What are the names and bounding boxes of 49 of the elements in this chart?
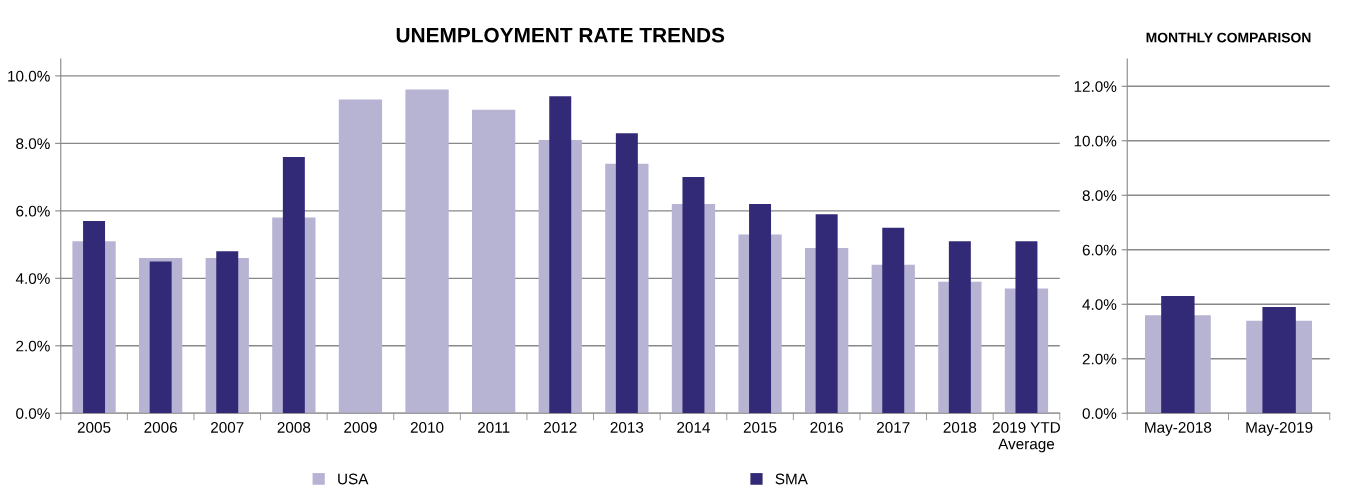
legend-label: SMA	[775, 473, 808, 485]
x-tick-label: 2015	[743, 422, 777, 433]
x-tick-label: 2010	[410, 422, 444, 433]
bar	[405, 89, 449, 414]
x-tick-label: 2005	[77, 422, 111, 433]
x-tick-label: 2007	[211, 422, 244, 433]
x-tick-label: 2012	[544, 422, 577, 433]
bar	[149, 261, 172, 414]
bar	[682, 177, 705, 414]
legend-label: USA	[338, 473, 369, 485]
chart-title: MONTHLY COMPARISON	[1146, 32, 1311, 43]
bar	[615, 133, 638, 414]
y-tick-label: 12.0%	[1074, 81, 1117, 92]
x-tick-label: 2018	[943, 422, 977, 433]
y-tick-label: 10.0%	[1074, 135, 1117, 147]
x-tick-label: 2006	[144, 422, 177, 433]
y-tick-label: 10.0%	[8, 70, 50, 82]
y-tick-label: 6.0%	[1082, 244, 1117, 256]
y-tick-label: 4.0%	[15, 273, 50, 285]
x-tick-label: 2019 YTD Average	[992, 422, 1060, 453]
y-tick-label: 2.0%	[1082, 353, 1117, 365]
x-tick-label: May-2019	[1246, 422, 1313, 436]
x-tick-label: May-2018	[1145, 422, 1212, 436]
y-tick-label: 8.0%	[16, 138, 50, 150]
y-tick-label: 0.0%	[16, 408, 50, 419]
y-tick-label: 8.0%	[1082, 190, 1117, 201]
bar	[338, 99, 383, 414]
x-tick-label: 2008	[277, 422, 311, 433]
bar	[282, 156, 305, 414]
y-tick-label: 2.0%	[16, 340, 50, 352]
bar	[882, 227, 905, 414]
bar	[216, 251, 239, 414]
bar	[815, 214, 838, 414]
x-tick-label: 2009	[344, 422, 377, 433]
y-tick-label: 6.0%	[16, 205, 50, 217]
x-tick-label: 2013	[610, 422, 644, 433]
bar	[948, 241, 971, 414]
x-tick-label: 2016	[810, 422, 843, 433]
y-tick-label: 4.0%	[1082, 299, 1117, 310]
x-tick-label: 2011	[477, 422, 510, 433]
bar	[472, 109, 516, 414]
x-tick-label: 2017	[877, 422, 910, 433]
x-tick-label: 2014	[677, 422, 710, 433]
bar	[549, 96, 572, 414]
bar	[1015, 241, 1038, 414]
chart-title: UNEMPLOYMENT RATE TRENDS	[396, 27, 725, 43]
y-tick-label: 0.0%	[1082, 408, 1117, 419]
bar	[83, 220, 106, 414]
bar	[749, 204, 772, 414]
